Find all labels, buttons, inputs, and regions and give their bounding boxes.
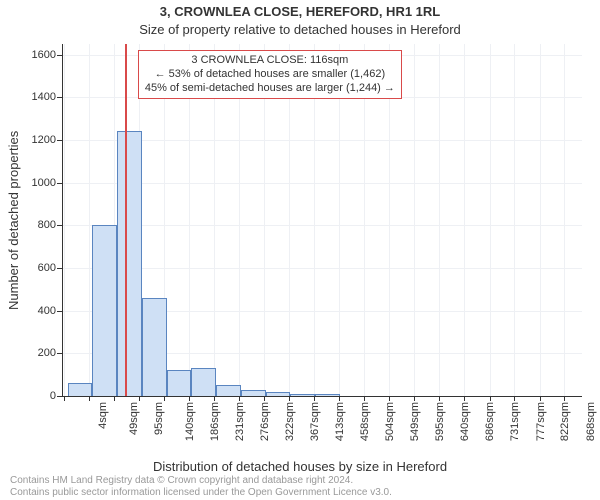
x-tick-mark bbox=[564, 396, 565, 401]
y-tick-mark bbox=[57, 396, 62, 397]
x-tick-label: 95sqm bbox=[153, 402, 165, 435]
x-tick-mark bbox=[139, 396, 140, 401]
x-tick-mark bbox=[64, 396, 65, 401]
y-axis-label: Number of detached properties bbox=[6, 131, 21, 310]
y-tick-mark bbox=[57, 353, 62, 354]
chart-container: { "title_line1": "3, CROWNLEA CLOSE, HER… bbox=[0, 0, 600, 500]
y-tick-mark bbox=[57, 55, 62, 56]
attribution-line-1: Contains HM Land Registry data © Crown c… bbox=[10, 475, 590, 487]
histogram-bar bbox=[117, 131, 142, 396]
x-tick-label: 868sqm bbox=[585, 402, 597, 441]
y-tick-label: 200 bbox=[38, 347, 56, 359]
annotation-box: 3 CROWNLEA CLOSE: 116sqm← 53% of detache… bbox=[138, 50, 402, 99]
y-tick-label: 600 bbox=[38, 262, 56, 274]
property-marker-line bbox=[125, 44, 127, 396]
x-tick-mark bbox=[114, 396, 115, 401]
x-tick-mark bbox=[439, 396, 440, 401]
x-tick-mark bbox=[389, 396, 390, 401]
x-tick-mark bbox=[414, 396, 415, 401]
x-tick-label: 413sqm bbox=[334, 402, 346, 441]
histogram-bar bbox=[68, 383, 93, 396]
histogram-bar bbox=[167, 370, 192, 396]
x-tick-label: 4sqm bbox=[97, 402, 109, 429]
x-tick-label: 140sqm bbox=[184, 402, 196, 441]
x-tick-mark bbox=[364, 396, 365, 401]
plot-area: 020040060080010001200140016004sqm49sqm95… bbox=[62, 44, 582, 396]
y-tick-mark bbox=[57, 140, 62, 141]
x-tick-mark bbox=[164, 396, 165, 401]
x-tick-label: 322sqm bbox=[284, 402, 296, 441]
y-tick-label: 0 bbox=[50, 390, 56, 402]
chart-subtitle: Size of property relative to detached ho… bbox=[0, 22, 600, 37]
annotation-line-3: 45% of semi-detached houses are larger (… bbox=[145, 82, 395, 96]
histogram-bar bbox=[216, 385, 241, 396]
y-tick-mark bbox=[57, 97, 62, 98]
y-tick-mark bbox=[57, 225, 62, 226]
x-tick-label: 186sqm bbox=[209, 402, 221, 441]
x-tick-mark bbox=[89, 396, 90, 401]
x-tick-mark bbox=[189, 396, 190, 401]
x-tick-label: 504sqm bbox=[384, 402, 396, 441]
x-tick-label: 458sqm bbox=[359, 402, 371, 441]
histogram-bar bbox=[92, 225, 117, 396]
x-tick-label: 686sqm bbox=[485, 402, 497, 441]
annotation-line-1: 3 CROWNLEA CLOSE: 116sqm bbox=[145, 54, 395, 68]
y-tick-mark bbox=[57, 311, 62, 312]
x-tick-label: 595sqm bbox=[435, 402, 447, 441]
y-tick-label: 1400 bbox=[32, 91, 56, 103]
x-tick-label: 231sqm bbox=[234, 402, 246, 441]
x-tick-mark bbox=[464, 396, 465, 401]
x-tick-mark bbox=[540, 396, 541, 401]
chart-title: 3, CROWNLEA CLOSE, HEREFORD, HR1 1RL bbox=[0, 4, 600, 19]
y-tick-label: 1600 bbox=[32, 49, 56, 61]
x-tick-label: 49sqm bbox=[128, 402, 140, 435]
x-tick-mark bbox=[214, 396, 215, 401]
x-tick-mark bbox=[490, 396, 491, 401]
x-tick-mark bbox=[289, 396, 290, 401]
x-tick-label: 276sqm bbox=[259, 402, 271, 441]
y-tick-label: 1000 bbox=[32, 177, 56, 189]
x-tick-label: 640sqm bbox=[459, 402, 471, 441]
x-tick-label: 731sqm bbox=[509, 402, 521, 441]
y-tick-mark bbox=[57, 183, 62, 184]
x-tick-mark bbox=[339, 396, 340, 401]
x-tick-mark bbox=[264, 396, 265, 401]
histogram-bar bbox=[191, 368, 216, 396]
x-tick-mark bbox=[314, 396, 315, 401]
y-tick-label: 800 bbox=[38, 219, 56, 231]
x-tick-label: 549sqm bbox=[409, 402, 421, 441]
x-tick-mark bbox=[514, 396, 515, 401]
x-tick-label: 367sqm bbox=[309, 402, 321, 441]
y-tick-mark bbox=[57, 268, 62, 269]
histogram-bar bbox=[142, 298, 167, 396]
y-tick-label: 1200 bbox=[32, 134, 56, 146]
y-tick-label: 400 bbox=[38, 305, 56, 317]
x-axis-label: Distribution of detached houses by size … bbox=[0, 459, 600, 474]
y-axis-line bbox=[62, 44, 63, 396]
attribution: Contains HM Land Registry data © Crown c… bbox=[10, 475, 590, 498]
x-tick-label: 822sqm bbox=[559, 402, 571, 441]
x-tick-mark bbox=[239, 396, 240, 401]
x-tick-label: 777sqm bbox=[535, 402, 547, 441]
attribution-line-2: Contains public sector information licen… bbox=[10, 487, 590, 499]
annotation-line-2: ← 53% of detached houses are smaller (1,… bbox=[145, 68, 395, 82]
